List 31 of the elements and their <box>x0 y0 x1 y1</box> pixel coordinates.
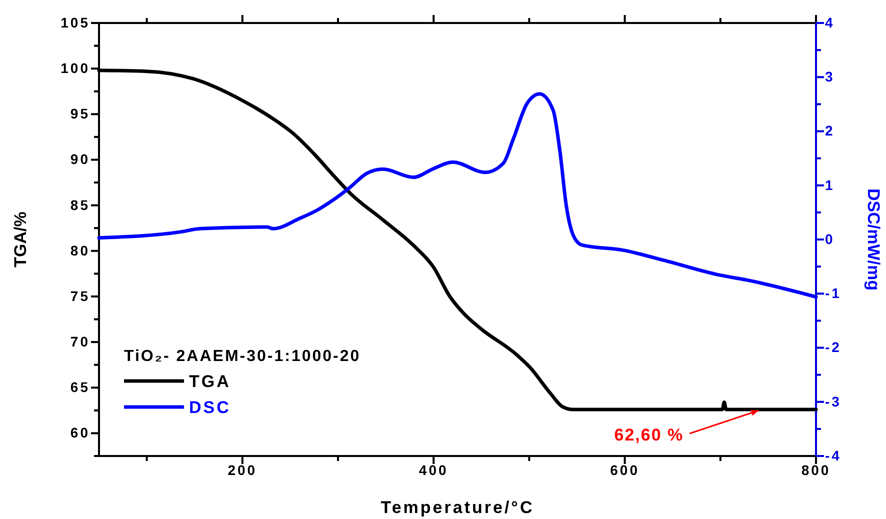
y2-tick-label: -2 <box>825 339 842 356</box>
y-tick-label: 105 <box>60 14 90 30</box>
y-tick-label: 65 <box>70 379 90 396</box>
y-tick-label: 80 <box>70 242 90 258</box>
y-tick-label: 70 <box>70 334 90 350</box>
annotation: 62,60 % <box>614 426 684 445</box>
y-tick-label: 90 <box>70 151 90 168</box>
y-tick-label: 100 <box>60 60 90 76</box>
y2-tick-label: -1 <box>825 285 842 302</box>
line-series <box>97 92 818 299</box>
y2-tick-label: 3 <box>825 68 835 85</box>
y-tick-label: 75 <box>70 288 90 304</box>
y2-tick-label: 2 <box>825 122 835 139</box>
x-axis-title: Temperature/°C <box>380 498 534 517</box>
y-axis-title: TGA/% <box>11 212 30 268</box>
y-tick-label: 60 <box>70 424 90 441</box>
y-tick-label: 95 <box>70 106 90 122</box>
legend-label: DSC <box>189 398 231 417</box>
y2-tick-label: -4 <box>825 447 842 464</box>
legend-label: TGA <box>189 372 231 391</box>
y2-tick-label: 1 <box>825 176 835 193</box>
y2-axis-title: DSC/mW/mg <box>864 188 883 290</box>
x-tick-label: 600 <box>610 462 640 478</box>
legend-title: TiO₂- 2AAEM-30-1:1000-20 <box>124 348 361 365</box>
x-tick-label: 200 <box>228 462 258 478</box>
y-tick-label: 85 <box>70 196 90 213</box>
y2-tick-label: 4 <box>825 14 835 30</box>
y2-tick-label: -3 <box>825 393 842 410</box>
x-tick-label: 800 <box>801 462 831 478</box>
y2-tick-label: 0 <box>825 230 835 247</box>
x-tick-label: 400 <box>418 462 448 478</box>
